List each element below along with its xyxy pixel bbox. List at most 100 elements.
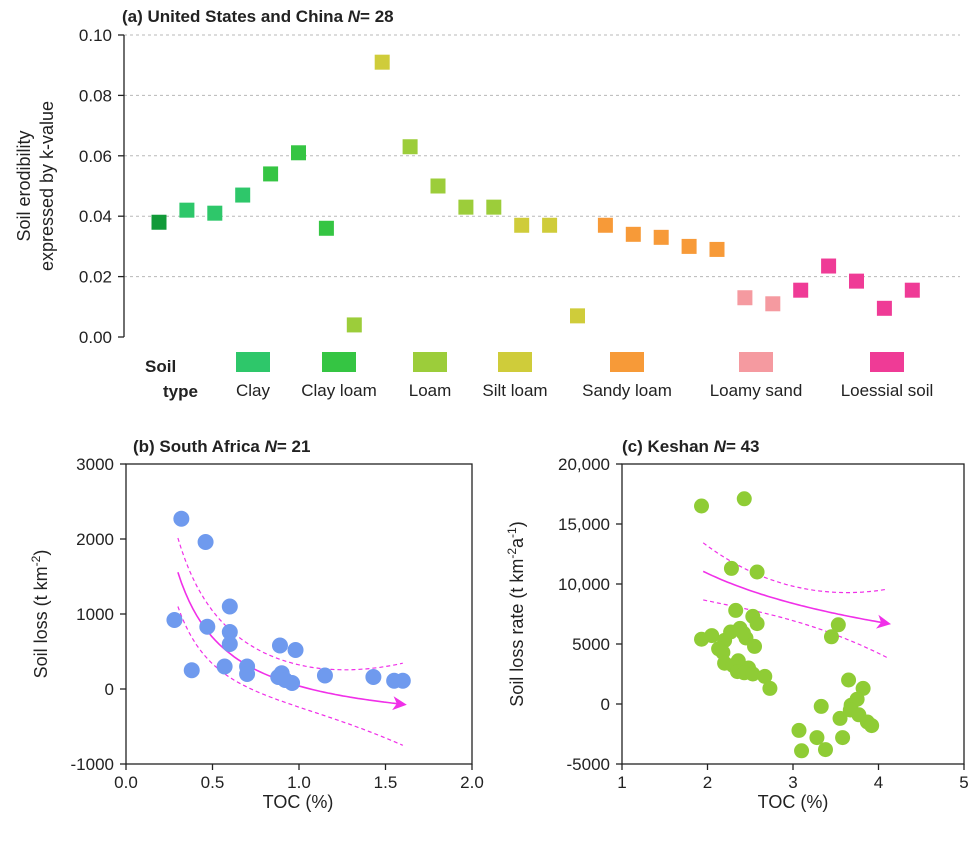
panel-b-points [166,510,411,691]
legend-label: Loam [409,381,452,400]
panel-c-ticks: 1 2 3 4 5 -5000 0 5000 10,000 15,000 20,000 [558,455,968,792]
data-point [823,629,839,645]
legend-swatch [413,352,447,372]
legend-swatch [236,352,270,372]
panel-c-plot-frame [621,463,965,765]
data-point [394,672,411,689]
panel-c: (c) Keshan N= 43 1 2 3 4 5 -5000 0 5000 10,000 15… [505,437,968,812]
data-point [809,730,825,746]
panel-a-point [151,214,167,230]
panel-a-point [402,139,418,155]
confidence-upper-curve [177,537,403,671]
data-point [745,666,761,682]
panel-a-ytick-label: 0.06 [79,147,112,166]
legend-label: Loessial soil [841,381,934,400]
y-tick-label: 10,000 [558,575,610,594]
y-tick-label: 0 [601,695,610,714]
data-point [736,491,752,507]
panel-a-point [653,229,669,245]
legend-label: Loamy sand [710,381,803,400]
y-tick-label: 15,000 [558,515,610,534]
fit-curve [702,570,888,625]
panel-a-point [597,217,613,233]
panel-a-ytick-label: 0.02 [79,268,112,287]
y-tick-label: 5000 [572,635,610,654]
data-point [794,743,810,759]
panel-a-point [904,282,920,298]
legend-title-type: type [163,382,198,401]
legend-label: Silt loam [482,381,547,400]
panel-a-point [263,166,279,182]
data-point [728,602,744,618]
panel-b-fit [177,537,407,746]
panel-a-ytick-label: 0.04 [79,207,112,226]
panel-b-xlabel: TOC (%) [263,792,334,812]
data-point [221,598,238,615]
data-point [287,642,304,658]
legend-swatch [739,352,773,372]
panel-c-points [694,491,880,759]
y-tick-label: 1000 [76,605,114,624]
x-tick-label: 3 [788,773,797,792]
panel-a-point [793,282,809,298]
x-tick-label: 0.0 [114,773,138,792]
data-point [221,624,238,640]
panel-a-ytick-label: 0.00 [79,328,112,347]
data-point [197,534,214,550]
panel-a-point [876,300,892,316]
panel-c-xlabel: TOC (%) [758,792,829,812]
data-point [791,722,807,738]
panel-a-point [709,241,725,257]
panel-c-ylabel: Soil loss rate (t km-2a-1) [505,521,527,706]
data-point [749,564,765,580]
panel-a-point [291,145,306,161]
panel-b: (b) South Africa N= 21 0.0 0.5 1.0 1.5 2.0 -1… [29,437,484,812]
legend-title-soil: Soil [145,357,176,376]
panel-a-point [179,202,195,218]
panel-a-point [542,217,558,233]
panel-a-point [821,258,837,274]
panel-b-title: (b) South Africa N= 21 [133,437,310,456]
data-point [841,672,857,688]
panel-a-point [737,290,753,306]
panel-b-ticks: 0.0 0.5 1.0 1.5 2.0 -1000 0 1000 2000 3000 [71,455,484,792]
data-point [835,730,851,746]
panel-a-point [514,217,530,233]
panel-a-point [346,317,362,333]
soil-type-legend: Soil type Clay Clay loam Loam Silt loam Sand… [145,352,933,401]
y-tick-label: -1000 [71,755,114,774]
trend-arrow-icon [392,696,407,711]
panel-a-point [207,205,223,221]
legend-label: Sandy loam [582,381,672,400]
data-point [216,658,233,675]
panel-a-point [681,238,697,254]
y-tick-label: 2000 [76,530,114,549]
data-point [864,718,880,734]
legend-swatch [610,352,644,372]
panel-a-ytick-label: 0.10 [79,26,112,45]
data-point [221,636,238,652]
x-tick-label: 1.5 [374,773,398,792]
x-tick-label: 0.5 [201,773,225,792]
panel-a-point [570,308,585,324]
y-tick-label: 3000 [76,455,114,474]
data-point [723,560,739,576]
panel-a-ylabel-line2: expressed by k-value [37,101,57,271]
data-point [365,669,382,685]
data-point [849,691,865,707]
data-point [704,628,720,644]
panel-b-ylabel: Soil loss (t km-2) [29,550,51,679]
legend-swatch [322,352,356,372]
data-point [284,675,301,691]
panel-a-point [765,296,781,312]
x-tick-label: 4 [874,773,883,792]
panel-a-ytick-label: 0.08 [79,86,112,105]
data-point [747,638,763,654]
data-point [757,668,773,684]
data-point [817,742,833,758]
panel-a-y-ticks: 0.00 0.02 0.04 0.06 0.08 0.10 [79,26,124,347]
data-point [166,612,183,628]
panel-a-point [849,273,864,289]
legend-swatch [498,352,532,372]
